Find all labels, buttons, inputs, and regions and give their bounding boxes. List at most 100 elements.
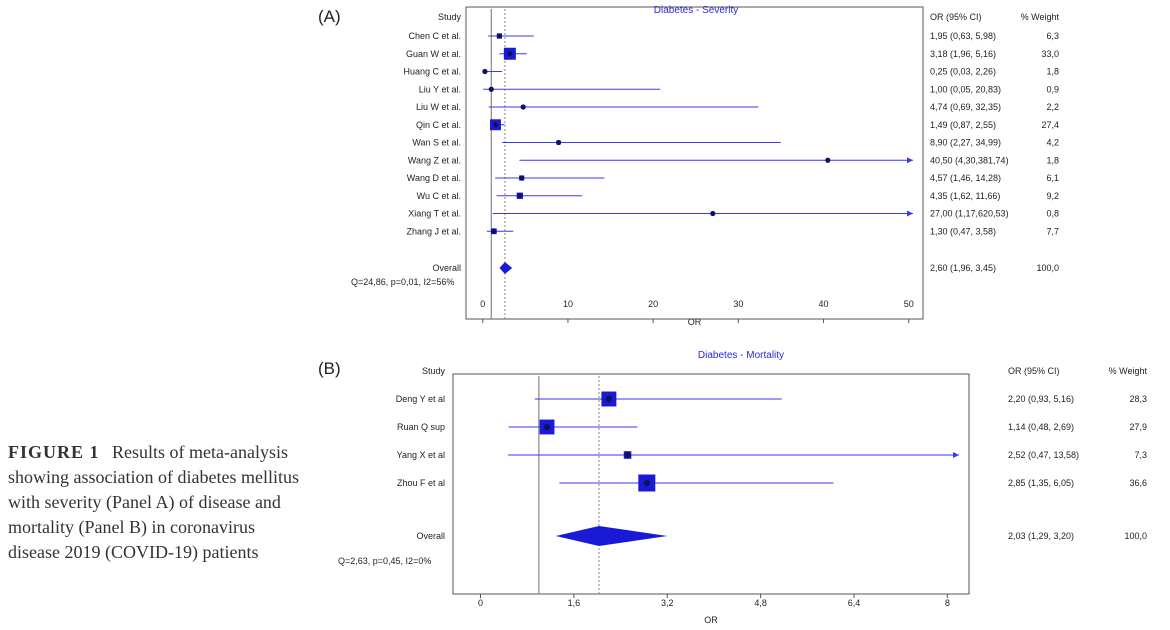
panel-b-study-header: Study	[422, 366, 446, 376]
panel-a-study-label: Wang Z et al.	[408, 155, 461, 165]
panel-b-label: (B)	[318, 359, 341, 378]
panel-b-ci-value: 2,20 (0,93, 5,16)	[1008, 394, 1074, 404]
panel-a-ci-value: 40,50 (4,30,381,74)	[930, 155, 1009, 165]
panel-a-study-label: Chen C et al.	[408, 31, 461, 41]
panel-b-x-tick-label: 1,6	[568, 598, 581, 608]
panel-a-weight-value: 7,7	[1046, 226, 1059, 236]
panel-a-ci-header: OR (95% CI)	[930, 12, 982, 22]
panel-a-weight-value: 6,1	[1046, 173, 1059, 183]
panel-b-weight-value: 7,3	[1134, 450, 1147, 460]
panel-a-point-estimate	[825, 157, 831, 163]
panel-b-study-label: Zhou F et al	[397, 478, 445, 488]
panel-a-title: Diabetes - Severity	[654, 5, 738, 16]
panel-a-x-tick-label: 0	[480, 299, 485, 309]
panel-b-x-axis-label: OR	[704, 615, 718, 625]
panel-a-study-label: Wang D et al.	[407, 173, 461, 183]
panel-a-weight-value: 0,8	[1046, 209, 1059, 219]
panel-a-ci-value: 1,00 (0,05, 20,83)	[930, 84, 1001, 94]
panel-a-study-label: Qin C et al.	[416, 120, 461, 130]
panel-a-weight-value: 27,4	[1041, 120, 1059, 130]
panel-b-study-label: Yang X et al	[397, 450, 445, 460]
panel-a-ci-arrow	[907, 210, 913, 217]
panel-b-heterogeneity: Q=2,63, p=0,45, I2=0%	[338, 556, 431, 566]
panel-b-weight-header: % Weight	[1109, 366, 1148, 376]
panel-a-ci-value: 3,18 (1,96, 5,16)	[930, 49, 996, 59]
panel-b-ci-arrow	[953, 452, 959, 458]
panel-b-point-estimate	[543, 423, 551, 431]
panel-b-x-tick-label: 4,8	[754, 598, 767, 608]
panel-a-overall-weight-value: 100,0	[1036, 263, 1059, 273]
panel-b-weight-value: 28,3	[1129, 394, 1147, 404]
panel-b-study-label: Ruan Q sup	[397, 422, 445, 432]
panel-a-weight-value: 4,2	[1046, 138, 1059, 148]
panel-a-weight-header: % Weight	[1021, 12, 1060, 22]
panel-a-point-estimate	[556, 139, 562, 146]
panel-a-point-estimate	[507, 51, 513, 57]
panel-a-point-estimate	[488, 86, 494, 92]
panel-a-weight-value: 9,2	[1046, 191, 1059, 201]
panel-a-weight-value: 33,0	[1041, 49, 1059, 59]
panel-a-ci-value: 8,90 (2,27, 34,99)	[930, 138, 1001, 148]
figure-label: FIGURE 1	[8, 442, 100, 462]
panel-a-ci-value: 1,49 (0,87, 2,55)	[930, 120, 996, 130]
panel-a-ci-value: 1,95 (0,63, 5,98)	[930, 31, 996, 41]
panel-b-study-label: Deng Y et al	[396, 394, 445, 404]
panel-a-point-estimate	[517, 193, 523, 199]
panel-a-weight-value: 0,9	[1046, 84, 1059, 94]
panel-b-weight-value: 27,9	[1129, 422, 1147, 432]
panel-a-overall-diamond	[499, 262, 513, 274]
panel-a-weight-value: 1,8	[1046, 155, 1059, 165]
panel-a-study-label: Wan S et al.	[412, 138, 461, 148]
panel-a-point-estimate	[492, 122, 499, 128]
figure-caption: FIGURE 1 Results of meta-analysis showin…	[8, 440, 308, 565]
panel-a-x-tick-label: 50	[904, 299, 914, 309]
panel-a-study-label: Guan W et al.	[406, 49, 461, 59]
panel-a-label: (A)	[318, 7, 341, 26]
panel-a-weight-value: 6,3	[1046, 31, 1059, 41]
panel-b-overall-weight-value: 100,0	[1124, 531, 1147, 541]
panel-b-ci-value: 2,85 (1,35, 6,05)	[1008, 478, 1074, 488]
panel-a-point-estimate	[491, 228, 497, 234]
caption-text: Results of meta-analysis showing associa…	[8, 442, 299, 562]
panel-a-point-estimate	[496, 33, 502, 39]
panel-a-x-tick-label: 20	[648, 299, 658, 309]
panel-a-x-tick-label: 40	[819, 299, 829, 309]
panel-a-x-tick-label: 10	[563, 299, 573, 309]
panel-a-ci-value: 4,35 (1,62, 11,66)	[930, 191, 1000, 201]
panel-a-ci-arrow	[907, 157, 913, 164]
panel-b-x-tick-label: 3,2	[661, 598, 674, 608]
panel-a-weight-value: 1,8	[1046, 67, 1059, 77]
panel-b-ci-value: 2,52 (0,47, 13,58)	[1008, 450, 1079, 460]
panel-a-x-tick-label: 30	[733, 299, 743, 309]
panel-a-point-estimate	[482, 68, 488, 75]
panel-b-ci-value: 1,14 (0,48, 2,69)	[1008, 422, 1074, 432]
panel-b-title: Diabetes - Mortality	[698, 350, 784, 361]
panel-a-study-label: Liu Y et al.	[419, 84, 461, 94]
panel-a-study-header: Study	[438, 12, 462, 22]
panel-a-ci-value: 1,30 (0,47, 3,58)	[930, 226, 996, 236]
panel-b-x-tick-label: 0	[478, 598, 483, 608]
panel-a-x-axis-label: OR	[688, 317, 702, 327]
panel-a-study-label: Huang C et al.	[403, 67, 461, 77]
panel-b-point-estimate	[605, 395, 613, 403]
panel-b-overall-label: Overall	[416, 531, 445, 541]
panel-b-point-estimate	[643, 479, 651, 487]
panel-a-heterogeneity: Q=24,86, p=0,01, I2=56%	[351, 277, 454, 287]
panel-b-overall-diamond	[555, 526, 668, 546]
panel-b-overall-ci-value: 2,03 (1,29, 3,20)	[1008, 531, 1074, 541]
panel-a-study-label: Wu C et al.	[417, 191, 461, 201]
panel-a-ci-value: 27,00 (1,17,620,53)	[930, 209, 1009, 219]
panel-a-overall-label: Overall	[432, 263, 461, 273]
panel-a-plot-frame	[465, 6, 924, 320]
panel-a-point-estimate	[519, 175, 525, 181]
panel-a-study-label: Liu W et al.	[416, 102, 461, 112]
panel-b-plot-frame	[452, 373, 970, 595]
panel-a-ci-value: 4,57 (1,46, 14,28)	[930, 173, 1001, 183]
panel-b-ci-header: OR (95% CI)	[1008, 366, 1060, 376]
panel-b-weight-value: 36,6	[1129, 478, 1147, 488]
panel-b-point-estimate	[624, 451, 631, 459]
panel-a-overall-ci-value: 2,60 (1,96, 3,45)	[930, 263, 996, 273]
panel-a-ci-value: 4,74 (0,69, 32,35)	[930, 102, 1001, 112]
panel-a-ci-value: 0,25 (0,03, 2,26)	[930, 67, 996, 77]
